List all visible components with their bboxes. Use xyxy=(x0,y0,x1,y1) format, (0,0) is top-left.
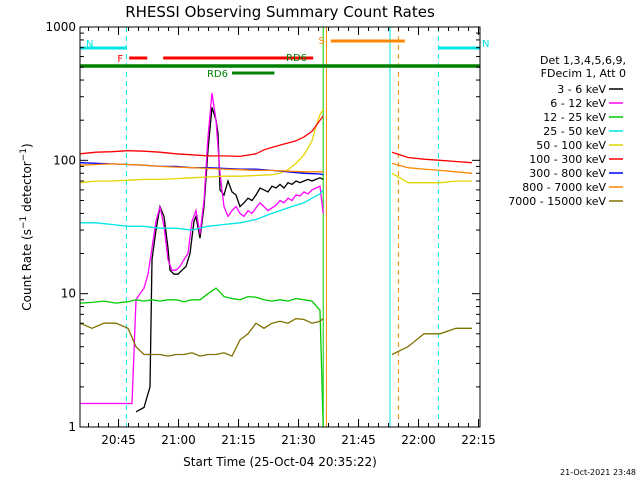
series-line-4 xyxy=(79,109,472,184)
y-tick-label-0: 1 xyxy=(68,420,76,434)
legend-label-6: 300 - 800 keV xyxy=(529,167,606,180)
series-line-0 xyxy=(135,107,324,413)
footer-timestamp: 21-Oct-2021 23:48 xyxy=(560,468,636,477)
series-line-7 xyxy=(79,162,473,174)
legend-label-3: 25 - 50 keV xyxy=(543,125,606,138)
annotation-label-5: RD6 xyxy=(207,69,228,80)
x-tick-label-3: 21:30 xyxy=(281,433,316,447)
annotation-label-6: RD6 xyxy=(286,53,307,64)
legend-header-0: Det 1,3,4,5,6,9, xyxy=(540,54,626,67)
y-tick-label-3: 1000 xyxy=(45,20,76,34)
legend-header-1: FDecim 1, Att 0 xyxy=(541,67,626,80)
y-axis-label: Count Rate (s−1 detector−1) xyxy=(19,143,34,310)
series-line-8 xyxy=(79,317,472,357)
x-tick-label-0: 20:45 xyxy=(101,433,136,447)
chart-title: RHESSI Observing Summary Count Rates xyxy=(125,3,435,21)
annotation-label-2: F xyxy=(117,54,123,65)
annotation-label-0: N xyxy=(86,39,93,50)
plot-frame xyxy=(79,26,481,428)
x-tick-label-5: 22:00 xyxy=(401,433,436,447)
legend-label-5: 100 - 300 keV xyxy=(529,153,606,166)
annotation-label-4: S xyxy=(318,36,324,47)
series-line-5 xyxy=(79,115,473,164)
x-tick-label-2: 21:15 xyxy=(221,433,256,447)
x-axis-label: Start Time (25-Oct-04 20:35:22) xyxy=(183,455,377,469)
series-line-1 xyxy=(80,92,324,405)
x-tick-label-1: 21:00 xyxy=(161,433,196,447)
legend-label-8: 7000 - 15000 keV xyxy=(508,195,606,208)
legend-label-0: 3 - 6 keV xyxy=(557,83,606,96)
legend-label-1: 6 - 12 keV xyxy=(550,97,606,110)
legend-label-2: 12 - 25 keV xyxy=(543,111,606,124)
series-line-2 xyxy=(79,287,324,428)
legend-label-4: 50 - 100 keV xyxy=(536,139,606,152)
series-line-3 xyxy=(80,189,324,231)
annotation-label-1: N xyxy=(482,39,489,50)
y-tick-label-2: 100 xyxy=(53,153,76,167)
legend-label-7: 800 - 7000 keV xyxy=(522,181,606,194)
x-tick-label-4: 21:45 xyxy=(341,433,376,447)
y-tick-label-1: 10 xyxy=(61,287,76,301)
x-tick-label-6: 22:15 xyxy=(461,433,496,447)
